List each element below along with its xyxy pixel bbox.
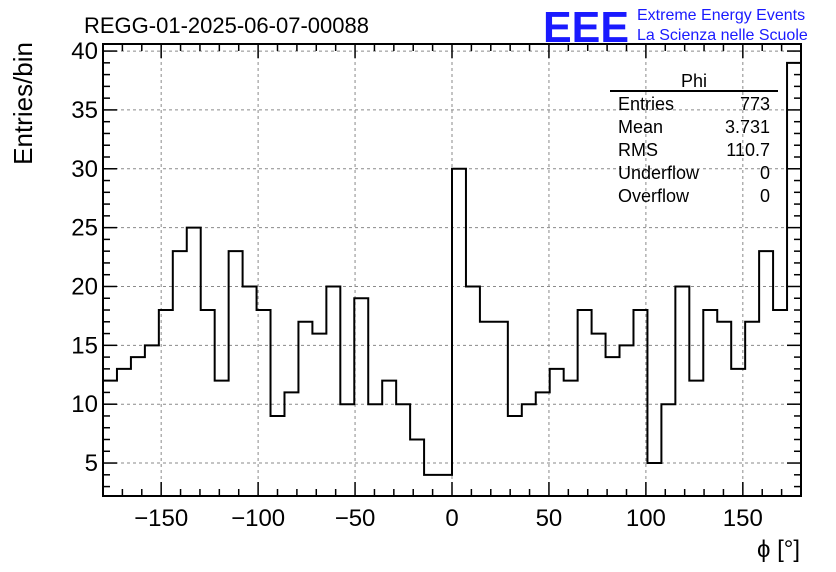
stats-row-value: 0	[760, 163, 770, 183]
x-tick-label: −50	[335, 505, 376, 532]
y-tick-label: 25	[71, 215, 98, 242]
x-tick-label: 0	[445, 505, 458, 532]
x-tick-labels: −150 −100 −50 0 50 100 150	[134, 505, 763, 532]
stats-box: Phi Entries 773 Mean 3.731 RMS 110.7 Underflow…	[610, 71, 778, 206]
x-axis-label: ϕ [°]	[757, 536, 800, 563]
histogram-outline	[102, 61, 802, 496]
stats-row-label: RMS	[618, 140, 658, 160]
stats-row-label: Entries	[618, 94, 674, 114]
x-tick-label: 100	[626, 505, 666, 532]
chart-title: REGG-01-2025-06-07-00088	[84, 13, 369, 38]
y-tick-label: 10	[71, 391, 98, 418]
stats-row-label: Mean	[618, 117, 663, 137]
y-tick-label: 40	[71, 38, 98, 65]
stats-row-value: 3.731	[725, 117, 770, 137]
logo-line-2: La Scienza nelle Scuole	[637, 27, 808, 44]
stats-row-value: 110.7	[726, 140, 770, 160]
y-tick-label: 15	[71, 332, 98, 359]
x-tick-label: −150	[134, 505, 188, 532]
stats-rows: Entries 773 Mean 3.731 RMS 110.7 Underflow 0 Ove…	[618, 94, 770, 206]
y-tick-label: 5	[85, 450, 98, 477]
stats-title: Phi	[681, 71, 707, 91]
y-tick-label: 35	[71, 97, 98, 124]
axes-frame	[102, 43, 802, 497]
y-tick-label: 20	[71, 273, 98, 300]
y-axis-label: Entries/bin	[8, 42, 38, 165]
y-tick-label: 30	[71, 156, 98, 183]
stats-row-label: Underflow	[618, 163, 700, 183]
eee-logo: EEE Extreme Energy Events La Scienza nel…	[543, 3, 808, 52]
stats-row-label: Overflow	[618, 186, 690, 206]
x-tick-label: 50	[536, 505, 563, 532]
logo-line-1: Extreme Energy Events	[637, 7, 805, 24]
x-tick-label: 150	[723, 505, 763, 532]
stats-row-value: 0	[760, 186, 770, 206]
x-tick-label: −100	[231, 505, 285, 532]
y-tick-labels: 5 10 15 20 25 30 35 40	[71, 38, 98, 477]
stats-row-value: 773	[740, 94, 770, 114]
